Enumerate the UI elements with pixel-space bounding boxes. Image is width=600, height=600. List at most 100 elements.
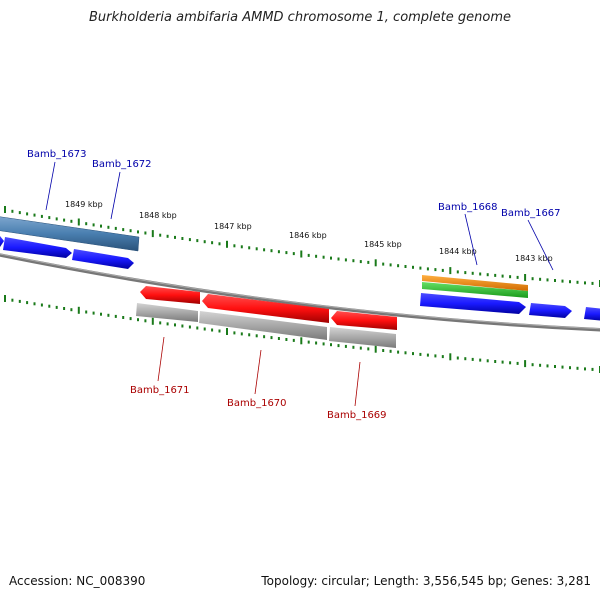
- forward-minor-tick: [70, 219, 73, 223]
- forward-major-tick: [4, 206, 6, 213]
- reverse-minor-tick: [85, 310, 88, 314]
- reverse-minor-tick: [419, 352, 422, 356]
- reverse-minor-tick: [100, 312, 102, 316]
- forward-minor-tick: [315, 254, 318, 258]
- gene-bamb-1672-arrow[interactable]: [72, 249, 134, 269]
- forward-minor-tick: [539, 277, 542, 281]
- orange-band[interactable]: [422, 275, 528, 291]
- gene-label-bamb-1671[interactable]: Bamb_1671: [130, 385, 190, 396]
- reverse-minor-tick: [539, 363, 542, 367]
- reverse-minor-tick: [188, 325, 191, 329]
- forward-minor-tick: [561, 279, 564, 283]
- topology-text: Topology: circular; Length: 3,556,545 bp…: [261, 574, 591, 588]
- reverse-minor-tick: [584, 367, 586, 371]
- forward-minor-tick: [255, 247, 258, 251]
- grey-band-3[interactable]: [329, 327, 396, 348]
- gene-bamb-1670-arrow[interactable]: [202, 294, 329, 323]
- forward-minor-tick: [337, 257, 340, 261]
- leader-bamb-1673: [45, 161, 56, 211]
- grey-band-2[interactable]: [199, 311, 327, 340]
- reverse-major-tick: [374, 345, 377, 353]
- gene-label-bamb-1673[interactable]: Bamb_1673: [27, 149, 87, 160]
- forward-minor-tick: [26, 212, 29, 216]
- reverse-minor-tick: [501, 360, 504, 364]
- scale-label-1846: 1846 kbp: [289, 231, 327, 240]
- forward-minor-tick: [501, 274, 504, 278]
- gene-label-bamb-1672[interactable]: Bamb_1672: [92, 159, 152, 170]
- grey-band[interactable]: [136, 303, 198, 322]
- reverse-minor-tick: [218, 329, 221, 333]
- forward-minor-tick: [494, 273, 497, 277]
- reverse-minor-tick: [352, 345, 355, 349]
- gene-label-bamb-1667[interactable]: Bamb_1667: [501, 208, 561, 219]
- forward-minor-tick: [479, 272, 482, 276]
- forward-minor-tick: [330, 256, 332, 260]
- reverse-minor-tick: [270, 336, 273, 340]
- gene-bamb-1671-arrow[interactable]: [140, 286, 200, 304]
- forward-minor-tick: [100, 224, 102, 228]
- forward-minor-tick: [471, 271, 474, 275]
- gene-label-bamb-1669[interactable]: Bamb_1669: [327, 410, 387, 421]
- reverse-minor-tick: [307, 340, 310, 344]
- reverse-minor-tick: [26, 301, 29, 305]
- steelblue-band[interactable]: [0, 216, 140, 252]
- reverse-minor-tick: [554, 365, 556, 368]
- forward-minor-tick: [122, 228, 125, 232]
- forward-minor-tick: [285, 251, 288, 255]
- reverse-major-tick: [77, 306, 80, 314]
- gene-label-bamb-1668[interactable]: Bamb_1668: [438, 202, 498, 213]
- accession-text: Accession: NC_008390: [9, 574, 146, 588]
- forward-minor-tick: [412, 265, 414, 269]
- forward-minor-tick: [426, 267, 429, 271]
- reverse-minor-tick: [70, 308, 73, 312]
- reverse-minor-tick: [40, 303, 43, 307]
- forward-minor-tick: [55, 217, 58, 221]
- reverse-minor-tick: [531, 363, 534, 367]
- reverse-minor-tick: [426, 353, 429, 357]
- forward-minor-tick: [486, 273, 489, 277]
- reverse-minor-tick: [322, 342, 325, 346]
- scale-label-1848: 1848 kbp: [139, 211, 177, 220]
- reverse-minor-tick: [63, 307, 66, 310]
- reverse-minor-tick: [546, 364, 549, 368]
- reverse-minor-tick: [456, 356, 459, 360]
- forward-minor-tick: [92, 223, 95, 227]
- forward-major-tick: [77, 218, 80, 226]
- reverse-minor-tick: [174, 323, 176, 327]
- reverse-minor-tick: [434, 354, 437, 358]
- gene-bamb-1668-arrow[interactable]: [420, 293, 526, 314]
- forward-minor-tick: [441, 268, 444, 272]
- gene-bamb-1673-arrow[interactable]: [3, 237, 72, 258]
- reverse-minor-tick: [315, 341, 318, 345]
- forward-major-tick: [226, 240, 228, 248]
- reverse-minor-tick: [516, 361, 519, 365]
- reverse-minor-tick: [114, 314, 117, 318]
- gene-bamb-1669-arrow[interactable]: [331, 311, 397, 330]
- reverse-minor-tick: [509, 361, 512, 365]
- forward-major-tick: [449, 267, 452, 275]
- forward-minor-tick: [218, 242, 221, 246]
- green-band[interactable]: [422, 282, 528, 298]
- reverse-minor-tick: [11, 298, 14, 302]
- forward-minor-tick: [85, 222, 88, 226]
- reverse-minor-tick: [359, 346, 362, 350]
- reverse-minor-tick: [471, 357, 474, 361]
- forward-minor-tick: [464, 271, 467, 275]
- forward-minor-tick: [137, 230, 139, 234]
- leader-bamb-1667: [527, 219, 554, 271]
- gene-partial-right-arrow[interactable]: [584, 307, 600, 321]
- reverse-minor-tick: [569, 366, 571, 370]
- reverse-minor-tick: [233, 331, 236, 335]
- gene-partial-left-arrow[interactable]: [0, 235, 4, 247]
- scale-labels: 1849 kbp 1848 kbp 1847 kbp 1846 kbp 1845…: [65, 200, 553, 263]
- gene-label-bamb-1670[interactable]: Bamb_1670: [227, 398, 287, 409]
- gene-bamb-1667-arrow[interactable]: [529, 303, 572, 318]
- reverse-minor-tick: [479, 358, 482, 362]
- forward-minor-tick: [166, 234, 169, 238]
- scale-label-1847: 1847 kbp: [214, 222, 252, 231]
- reverse-minor-tick: [344, 344, 347, 348]
- forward-minor-tick: [18, 211, 21, 215]
- leader-bamb-1669: [354, 361, 361, 407]
- forward-minor-tick: [174, 235, 176, 239]
